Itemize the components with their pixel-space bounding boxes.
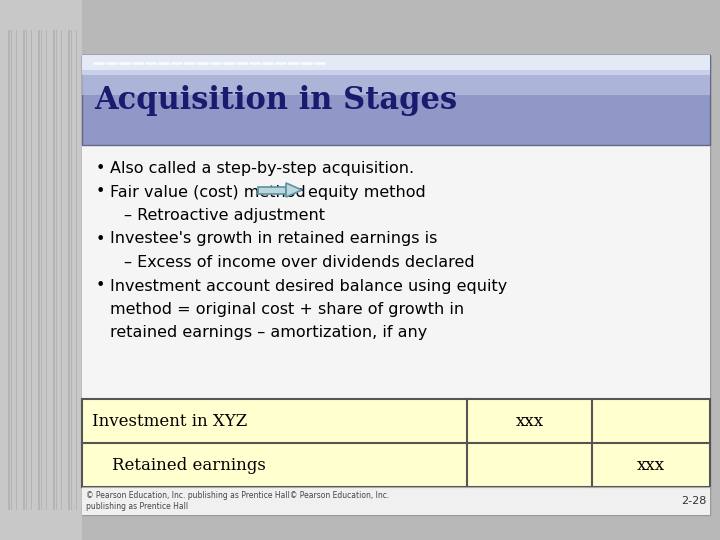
Bar bbox=[82, 55, 710, 75]
Bar bbox=[32, 30, 34, 510]
Text: Investment account desired balance using equity: Investment account desired balance using… bbox=[110, 279, 508, 294]
Bar bbox=[77, 30, 78, 510]
Bar bbox=[82, 55, 710, 515]
Bar bbox=[82, 145, 710, 399]
Bar bbox=[24, 30, 26, 510]
Text: © Pearson Education, Inc. publishing as Prentice Hall© Pearson Education, Inc.
p: © Pearson Education, Inc. publishing as … bbox=[86, 491, 390, 511]
Bar bbox=[82, 399, 710, 487]
Bar bbox=[62, 30, 63, 510]
Text: xxx: xxx bbox=[637, 456, 665, 474]
Text: retained earnings – amortization, if any: retained earnings – amortization, if any bbox=[110, 326, 427, 341]
Bar bbox=[76, 30, 79, 510]
Bar bbox=[70, 30, 71, 510]
Bar bbox=[53, 30, 56, 510]
Polygon shape bbox=[286, 183, 302, 197]
Text: Retained earnings: Retained earnings bbox=[112, 456, 266, 474]
Text: method = original cost + share of growth in: method = original cost + share of growth… bbox=[110, 302, 464, 317]
Bar bbox=[23, 30, 27, 510]
Bar bbox=[258, 186, 286, 193]
Bar bbox=[38, 30, 42, 510]
Text: •: • bbox=[96, 279, 105, 294]
Bar bbox=[16, 30, 19, 510]
Bar bbox=[82, 55, 710, 95]
Bar bbox=[82, 55, 710, 145]
Text: Acquisition in Stages: Acquisition in Stages bbox=[94, 84, 457, 116]
Text: •: • bbox=[96, 185, 105, 199]
Text: – Excess of income over dividends declared: – Excess of income over dividends declar… bbox=[124, 255, 474, 270]
Text: •: • bbox=[96, 232, 105, 246]
Text: Investee's growth in retained earnings is: Investee's growth in retained earnings i… bbox=[110, 232, 437, 246]
Bar bbox=[8, 30, 12, 510]
Bar bbox=[55, 30, 56, 510]
Bar bbox=[9, 30, 11, 510]
Text: xxx: xxx bbox=[516, 413, 544, 429]
Bar bbox=[47, 30, 48, 510]
Bar bbox=[0, 0, 82, 540]
Text: Investment in XYZ: Investment in XYZ bbox=[92, 413, 247, 429]
Bar bbox=[82, 487, 710, 515]
Text: equity method: equity method bbox=[308, 185, 426, 199]
Text: •: • bbox=[96, 161, 105, 176]
Bar bbox=[30, 30, 34, 510]
Bar bbox=[40, 30, 41, 510]
Bar bbox=[82, 55, 710, 70]
Text: 2-28: 2-28 bbox=[680, 496, 706, 506]
Text: – Retroactive adjustment: – Retroactive adjustment bbox=[124, 208, 325, 223]
Text: Also called a step-by-step acquisition.: Also called a step-by-step acquisition. bbox=[110, 161, 414, 176]
Bar bbox=[17, 30, 19, 510]
Bar bbox=[68, 30, 71, 510]
Text: Fair value (cost) method: Fair value (cost) method bbox=[110, 185, 306, 199]
Bar bbox=[45, 30, 49, 510]
Bar bbox=[60, 30, 64, 510]
